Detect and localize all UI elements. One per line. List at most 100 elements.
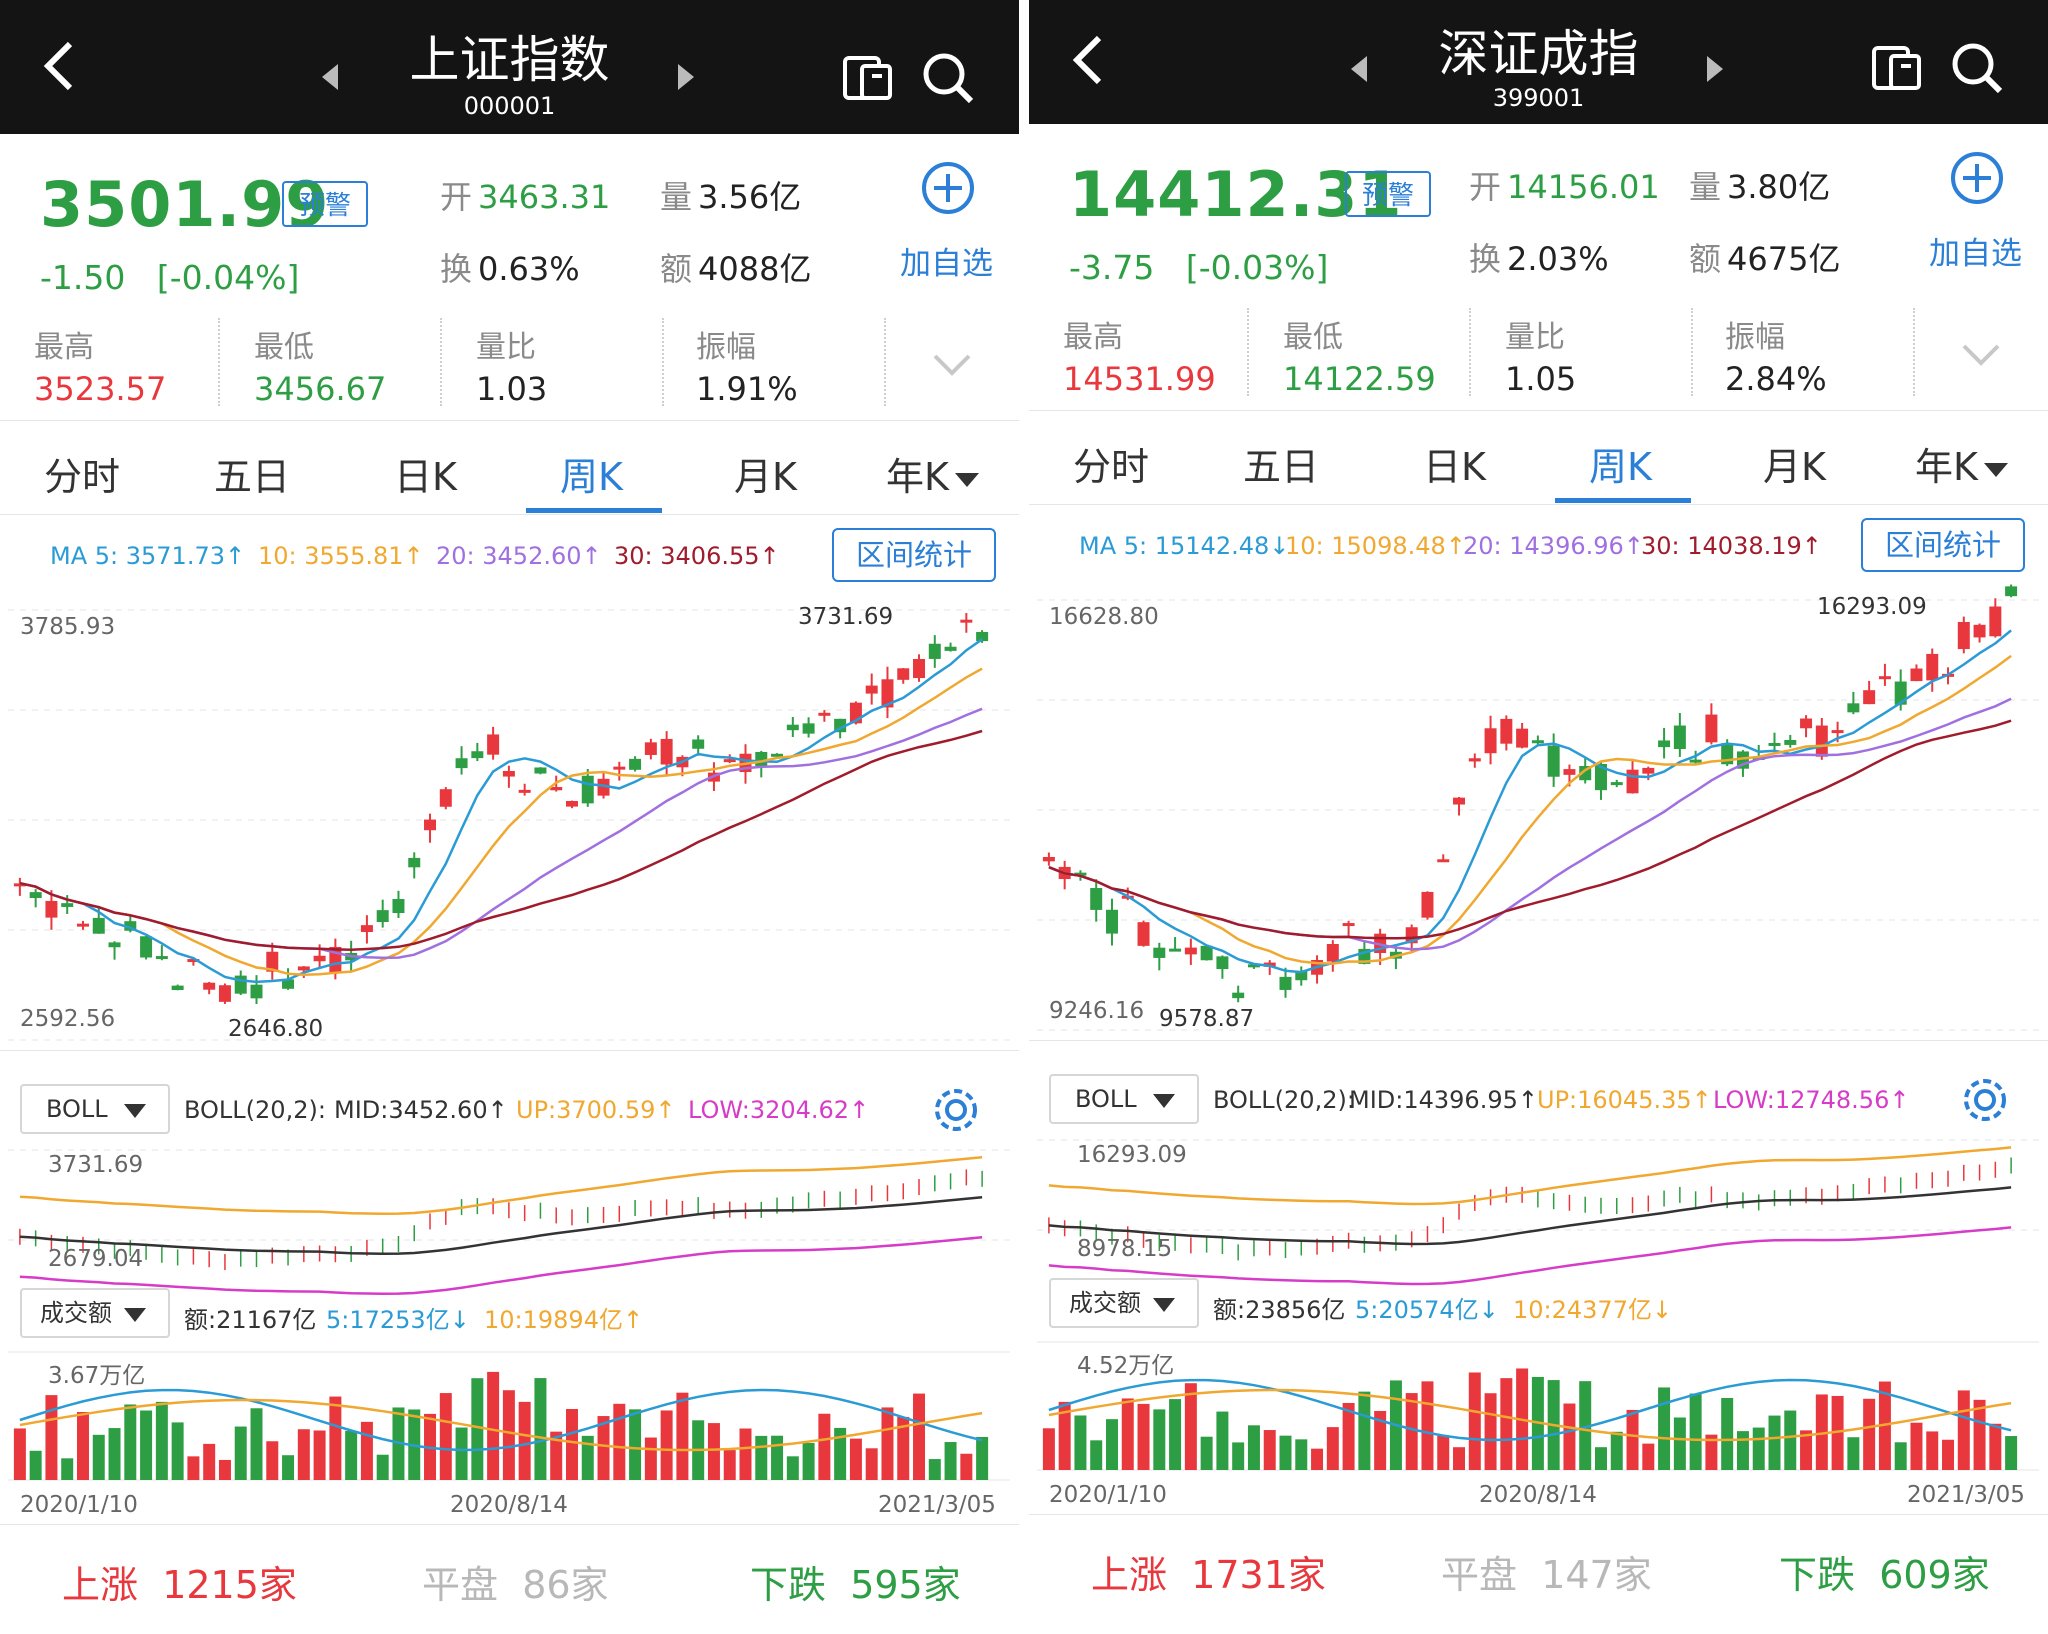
candle-body	[171, 985, 184, 991]
tab-weekly-k[interactable]: 周K	[1589, 445, 1652, 489]
add-watchlist-button[interactable]: 加自选	[900, 246, 993, 282]
k-axis-bottom: 2592.56	[20, 1006, 116, 1032]
vol-ratio-label: 量比	[1505, 320, 1565, 355]
tab-daily-k[interactable]: 日K	[394, 455, 457, 499]
candle-body	[960, 619, 973, 623]
candle-body	[1184, 947, 1197, 955]
ma5-label: MA 5: 3571.73↑	[50, 542, 246, 570]
separator	[1247, 308, 1249, 396]
range-stats-button[interactable]: 区间统计	[832, 528, 996, 582]
divider	[1029, 410, 2048, 411]
tab-yearly-k[interactable]: 年K	[1915, 436, 2010, 491]
back-icon[interactable]	[1065, 34, 1117, 86]
header-bar: 上证指数 000001	[0, 0, 1019, 134]
volume-bar	[1926, 1431, 1939, 1470]
tab-five-day[interactable]: 五日	[1243, 445, 1320, 489]
search-icon[interactable]	[1951, 42, 2003, 94]
candle-body	[865, 685, 878, 694]
candle-body	[155, 956, 168, 960]
candle-body	[376, 910, 389, 923]
prev-index-icon[interactable]	[1349, 54, 1369, 84]
volume-bar	[140, 1410, 153, 1480]
high-label: 最高	[34, 330, 94, 365]
tab-yearly-k[interactable]: 年K	[886, 446, 981, 501]
volume-bar	[1910, 1422, 1923, 1470]
candle-body	[1910, 668, 1923, 682]
volume-bar	[865, 1448, 878, 1480]
switch-screen-icon[interactable]	[1871, 42, 1923, 92]
add-watchlist-button[interactable]: 加自选	[1929, 236, 2022, 272]
tab-monthly-k[interactable]: 月K	[1763, 445, 1826, 489]
expand-chevron-icon[interactable]	[932, 352, 972, 378]
tab-five-day[interactable]: 五日	[214, 455, 291, 499]
volume-bar	[1090, 1440, 1103, 1470]
switch-screen-icon[interactable]	[842, 52, 894, 102]
volume-bar	[1752, 1427, 1765, 1470]
volume-bar	[1216, 1411, 1229, 1470]
k-max-label: 3731.69	[798, 604, 894, 630]
divider	[1029, 504, 2048, 505]
tab-intraday[interactable]: 分时	[1073, 445, 1150, 489]
volume-bar	[1721, 1397, 1734, 1470]
boll-mid-line	[1048, 1186, 2012, 1246]
tab-intraday[interactable]: 分时	[44, 455, 121, 499]
volume-bar	[1689, 1393, 1702, 1470]
add-watchlist-icon[interactable]	[920, 160, 976, 216]
volume-bar	[928, 1459, 941, 1480]
candle-body	[1610, 782, 1623, 786]
turnover-stat: 换 0.63%	[440, 250, 580, 288]
volume-bar	[707, 1423, 720, 1480]
candle-body	[913, 658, 926, 679]
ma5-line	[19, 638, 983, 984]
volume-select[interactable]: 成交额	[20, 1288, 170, 1338]
ma10-line	[19, 667, 983, 976]
tab-daily-k[interactable]: 日K	[1423, 445, 1486, 489]
kline-chart[interactable]	[0, 0, 1019, 1634]
low-value: 3456.67	[254, 370, 387, 408]
next-index-icon[interactable]	[676, 62, 696, 92]
vol-ma5-line	[1048, 1378, 2012, 1442]
next-index-icon[interactable]	[1705, 54, 1725, 84]
k-axis-bottom: 9246.16	[1049, 998, 1145, 1024]
volume-bar	[1800, 1430, 1813, 1470]
candle-body	[723, 759, 736, 763]
volume-bar	[802, 1443, 815, 1480]
candle-body	[1516, 728, 1529, 748]
current-price: 3501.99	[40, 168, 330, 241]
alert-button[interactable]: 预警	[1345, 171, 1431, 217]
settings-gear-icon[interactable]	[1959, 1074, 2011, 1126]
back-icon[interactable]	[36, 40, 88, 92]
tab-weekly-k[interactable]: 周K	[560, 455, 623, 499]
candle-body	[1405, 927, 1418, 944]
prev-index-icon[interactable]	[320, 62, 340, 92]
candle-body	[1484, 728, 1497, 754]
expand-chevron-icon[interactable]	[1961, 342, 2001, 368]
candle-body	[881, 679, 894, 708]
volume-stat: 量 3.56亿	[660, 178, 802, 216]
panel-gap	[1019, 0, 1029, 1634]
volume-select[interactable]: 成交额	[1049, 1278, 1199, 1328]
kline-chart[interactable]	[1029, 0, 2048, 1634]
search-icon[interactable]	[922, 52, 974, 104]
boll-axis-top: 3731.69	[48, 1152, 144, 1178]
volume-bar	[2005, 1436, 2018, 1470]
volume-bar	[1942, 1439, 1955, 1470]
boll-axis-top: 16293.09	[1077, 1142, 1187, 1168]
ma30-label: 30: 14038.19↑	[1641, 532, 1822, 560]
dropdown-icon	[1153, 1298, 1175, 1312]
vol-ma5-line	[19, 1388, 983, 1452]
volume-bar	[1295, 1439, 1308, 1470]
low-label: 最低	[254, 330, 314, 365]
alert-button[interactable]: 预警	[282, 181, 368, 227]
candle-body	[1673, 725, 1686, 750]
settings-gear-icon[interactable]	[930, 1084, 982, 1136]
low-label: 最低	[1283, 320, 1343, 355]
tab-monthly-k[interactable]: 月K	[734, 455, 797, 499]
add-watchlist-icon[interactable]	[1949, 150, 2005, 206]
boll-select[interactable]: BOLL	[1049, 1074, 1199, 1124]
boll-mid: MID:14396.95↑	[1349, 1086, 1538, 1114]
candle-body	[1689, 759, 1702, 763]
boll-select[interactable]: BOLL	[20, 1084, 170, 1134]
ma10-line	[1048, 654, 2012, 965]
range-stats-button[interactable]: 区间统计	[1861, 518, 2025, 572]
